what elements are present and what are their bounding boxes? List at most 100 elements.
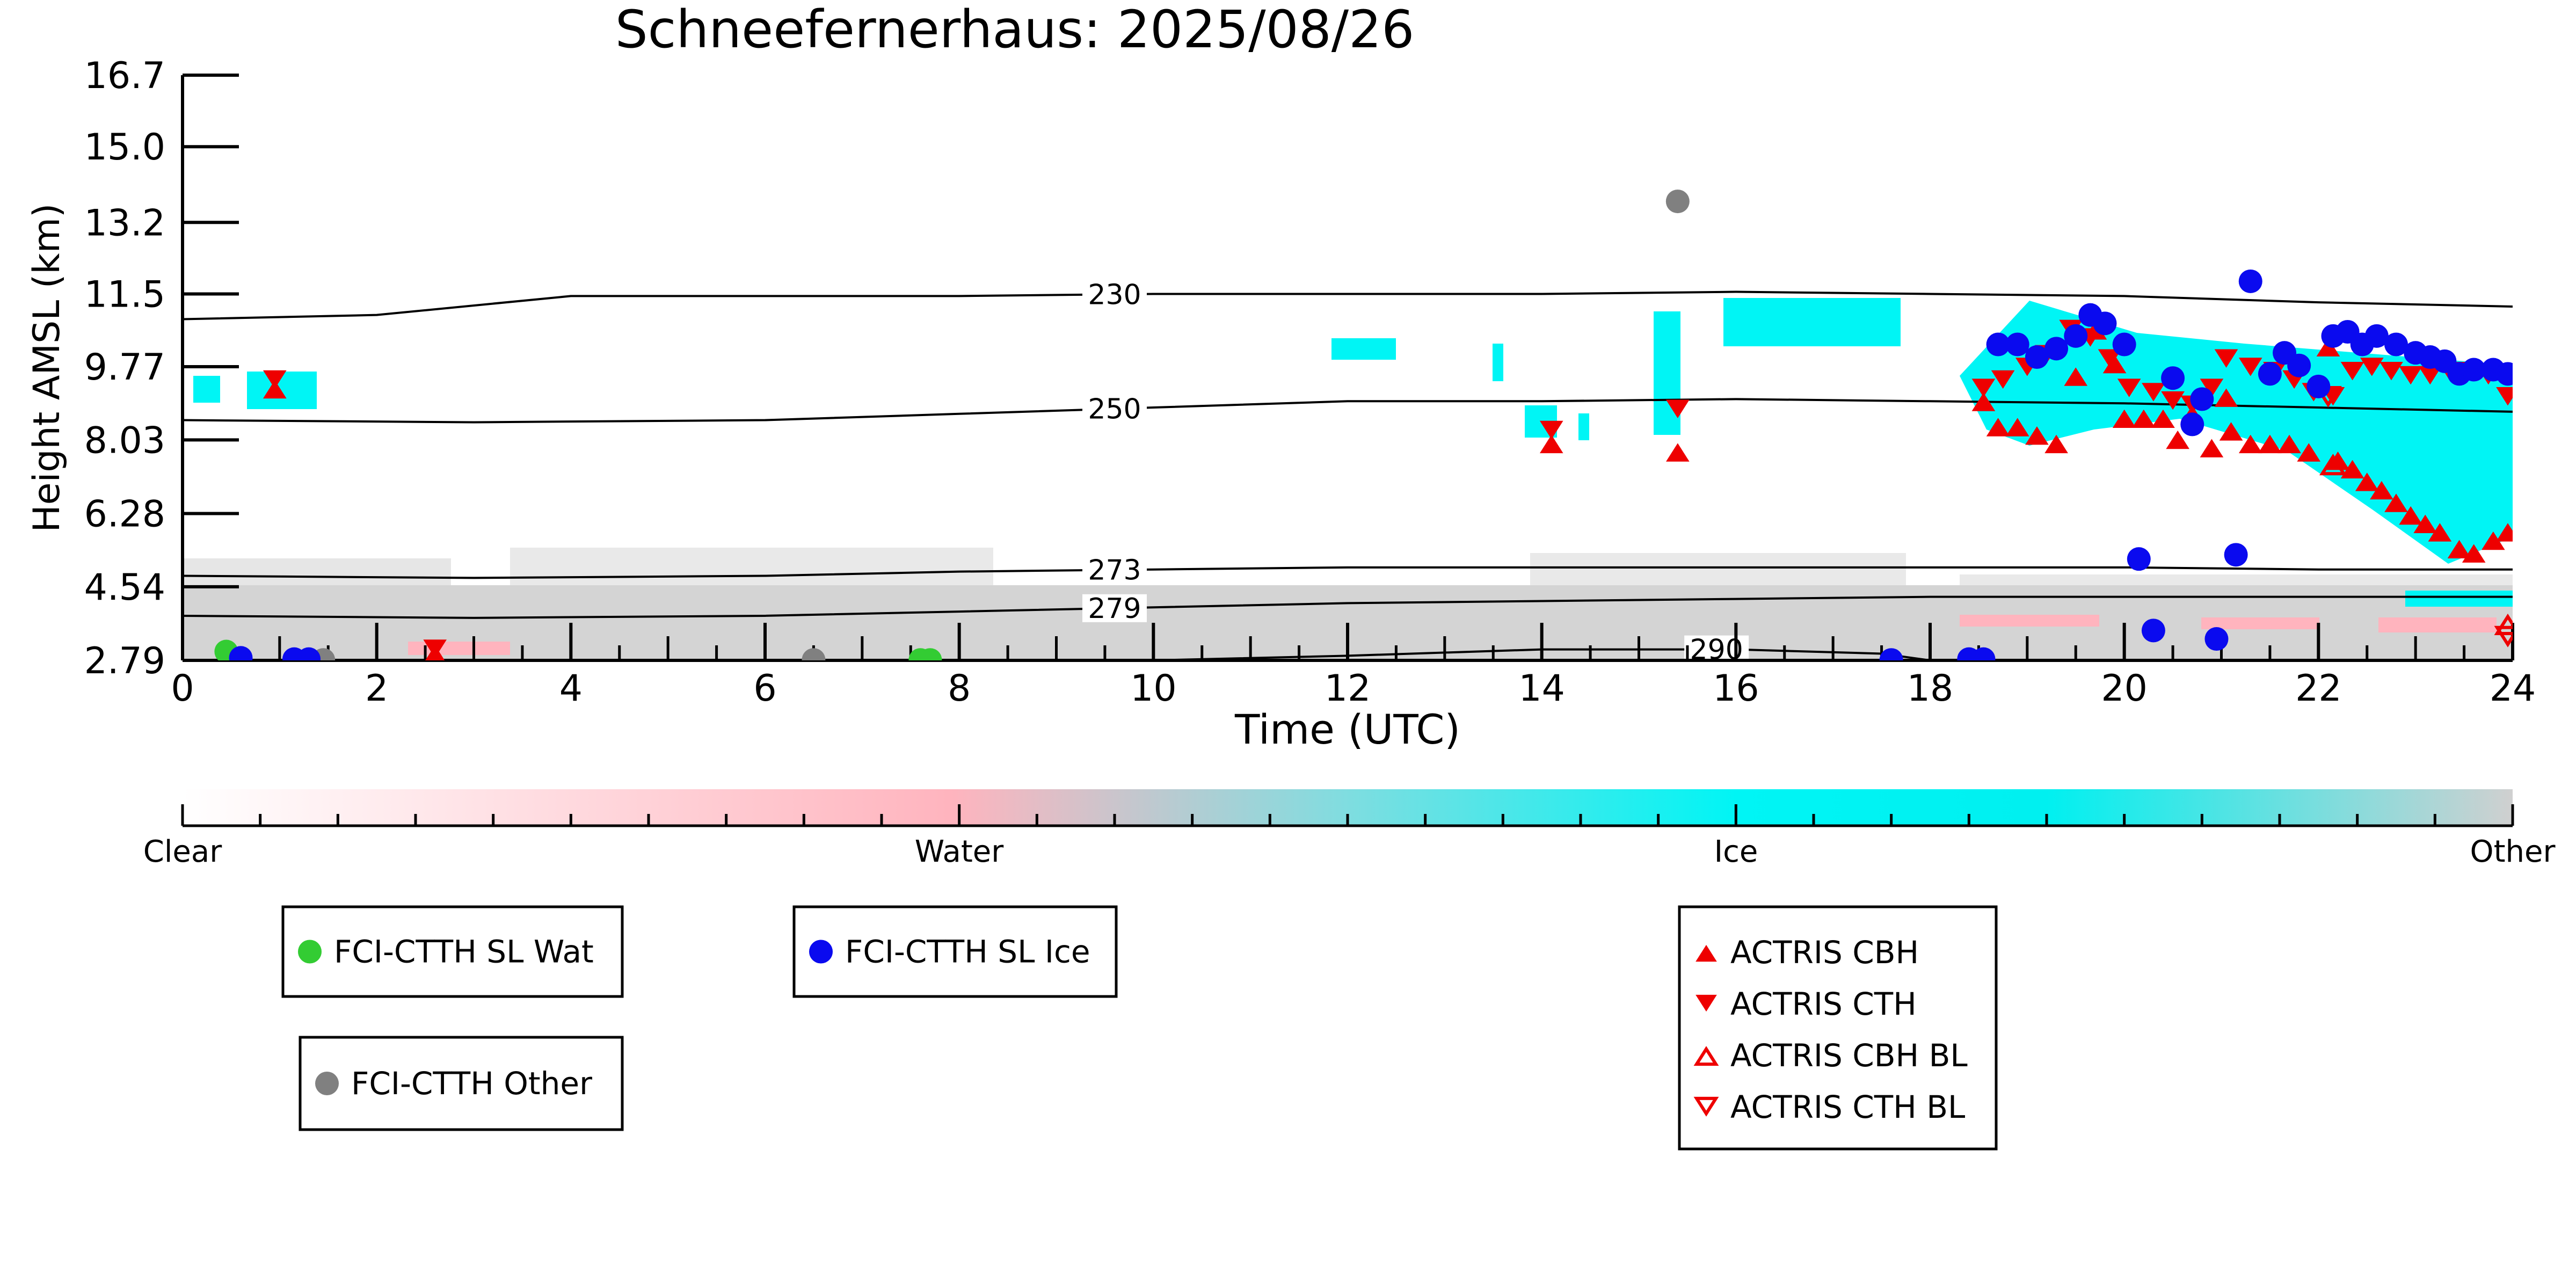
x-tick-label: 4 (559, 667, 583, 710)
actris-cth-point (2360, 358, 2384, 376)
colorbar-label-other: Other (2470, 834, 2556, 869)
x-axis-label: Time (UTC) (1234, 705, 1460, 753)
legend-marker-fci-ctth-sl-wat (298, 940, 322, 964)
legend-marker-actris-cbh (1695, 944, 1717, 962)
legend-label: ACTRIS CBH BL (1730, 1037, 1968, 1074)
fci-ctth-sl-ice-point (2287, 353, 2311, 377)
actris-cth-point (2399, 366, 2422, 385)
legend-group: FCI-CTTH SL Wat FCI-CTTH SL Ice FCI-CTTH O… (281, 905, 1998, 1151)
fci-ctth-sl-ice-point (2238, 269, 2262, 293)
actris-cbh-point (1971, 392, 1996, 411)
colorbar-label-water: Water (915, 834, 1005, 869)
fci-ctth-sl-ice-point (2025, 345, 2049, 369)
fci-ctth-sl-ice-point (2064, 324, 2088, 348)
fci-ctth-sl-ice-point (1971, 647, 1996, 660)
actris-cbh-point (425, 645, 445, 660)
y-tick-label: 8.03 (84, 419, 165, 462)
isotherm-279 (183, 595, 2513, 619)
actris-cbh-point (2238, 434, 2262, 454)
colorbar-ticks (181, 804, 2514, 826)
y-tick-label: 6.28 (84, 493, 165, 536)
actris-cbh-point (2399, 506, 2422, 525)
fci-ctth-sl-ice-point (2093, 311, 2117, 336)
actris-cth-point (2200, 379, 2224, 397)
actris-cbh-point (2462, 544, 2486, 563)
actris-cbh-point (2102, 354, 2127, 374)
actris-cth-point (2496, 387, 2513, 406)
actris-cbh-bl-point (2319, 454, 2347, 476)
x-tick-label: 8 (948, 667, 971, 710)
fci-ctth-sl-wat-point (918, 648, 942, 660)
colorbar-label-clear: Clear (143, 834, 222, 869)
y-tick-label: 9.77 (84, 346, 165, 389)
actris-cth-point (2379, 362, 2403, 381)
legend-label: ACTRIS CTH BL (1730, 1089, 1965, 1125)
x-tick-label: 24 (2490, 667, 2536, 710)
x-tick-label: 6 (753, 667, 776, 710)
y-tick-label: 15.0 (84, 126, 165, 169)
actris-cbh-point (1539, 434, 1563, 454)
isotherm-label-bg (1082, 594, 1147, 622)
actris-cbh-point (2200, 439, 2224, 457)
fci-ctth-sl-ice-point (2044, 337, 2069, 361)
actris-cth-point (263, 370, 287, 389)
x-tick-label: 10 (1130, 667, 1177, 710)
legend-frame (299, 1036, 624, 1131)
fci-ctth-sl-ice-point (2384, 332, 2408, 356)
actris-cbh-point (2297, 443, 2321, 462)
actris-cbh-point (2064, 367, 2088, 386)
fci-ctth-sl-ice-point (1986, 332, 2010, 356)
actris-cbh-point (2214, 388, 2238, 407)
x-tick-label: 22 (2295, 667, 2342, 710)
x-tick-label: 16 (1713, 667, 1759, 710)
actris-cth-point (2117, 379, 2141, 397)
fci-ctth-sl-ice-point (2180, 412, 2204, 436)
actris-cbh-bl-point (2494, 613, 2513, 636)
actris-cbh-point (2413, 514, 2437, 533)
legend-label: FCI-CTTH Other (351, 1065, 592, 1102)
actris-cth-point (1666, 399, 1690, 418)
fci-ctth-sl-ice-point (2141, 618, 2165, 643)
actris-cbh-point (2044, 434, 2068, 454)
legend-marker-actris-cth-bl (1693, 1096, 1719, 1117)
actris-cbh-point (2219, 422, 2243, 441)
legend-box-3: FCI-CTTH Other (299, 1036, 624, 1131)
legend-marker-fci-ctth-other (315, 1072, 339, 1095)
fci-ctth-sl-ice-point (2495, 362, 2513, 386)
actris-cbh-point (2355, 472, 2379, 491)
fci-ctth-sl-ice-point (2258, 362, 2282, 386)
actris-cbh-point (2326, 452, 2350, 470)
fci-ctth-sl-ice-point (2224, 543, 2248, 567)
fci-ctth-other-point (1665, 190, 1690, 214)
legend-frame (281, 905, 624, 998)
isotherm-label-bg (1082, 280, 1147, 309)
fci-ctth-sl-ice-point (2462, 358, 2486, 382)
legend-label: ACTRIS CBH (1730, 934, 1919, 971)
isotherm-label-bg (1082, 556, 1147, 584)
actris-cbh-point (2132, 409, 2156, 428)
actris-cth-point (1991, 370, 2015, 389)
y-tick-label: 4.54 (84, 566, 165, 609)
actris-cth-point (2142, 383, 2165, 402)
y-axis-ticks: 2.79 4.54 6.28 8.03 9.77 11.5 13.2 15.0 16.7 (84, 55, 239, 682)
actris-cbh-point (2370, 481, 2393, 500)
x-tick-label: 2 (365, 667, 388, 710)
colorbar-labels: Clear Water Ice Other (143, 834, 2556, 869)
legend-frame (792, 905, 1118, 998)
actris-cth-point (2340, 362, 2364, 381)
actris-cth-point (2214, 349, 2238, 368)
legend-frame (1678, 905, 1998, 1151)
actris-cbh-point (2112, 409, 2136, 428)
actris-cbh-point (1666, 443, 1690, 462)
colorbar-label-ice: Ice (1714, 834, 1758, 869)
actris-cbh-point (2277, 434, 2301, 454)
y-axis-label: Height AMSL (km) (26, 203, 68, 533)
water-class-region (408, 615, 2497, 655)
legend-box-4: ACTRIS CBH ACTRIS CTH ACTRIS CBH BL ACTRIS … (1678, 905, 1998, 1151)
chart-title: Schneefernerhaus: 2025/08/26 (615, 0, 1415, 60)
legend-label: FCI-CTTH SL Wat (334, 934, 594, 970)
legend-marker-actris-cbh-bl (1693, 1046, 1719, 1066)
actris-cbh-point (2496, 523, 2513, 542)
